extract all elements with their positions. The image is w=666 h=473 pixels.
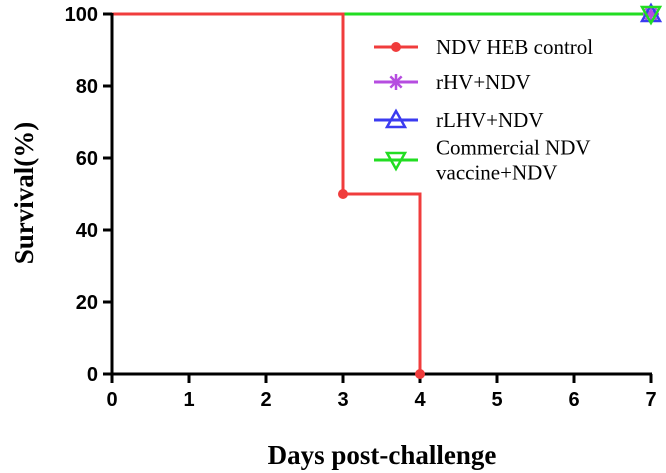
legend-label: vaccine+NDV	[436, 161, 557, 185]
y-tick-label: 0	[87, 364, 98, 386]
data-point-ndv-heb-control-day-3	[338, 189, 348, 199]
y-axis-title: Survival(%)	[9, 122, 39, 265]
x-tick-label: 6	[568, 389, 579, 411]
axes-layer	[110, 13, 652, 376]
y-tick-label: 40	[76, 220, 98, 242]
y-tick-label: 60	[76, 148, 98, 170]
x-tick-label: 5	[491, 389, 502, 411]
legend-label: Commercial NDV	[436, 136, 591, 160]
y-tick-label: 20	[76, 292, 98, 314]
x-tick-label: 7	[645, 389, 656, 411]
ticks-layer: 0 1 2 3 4 5 6 7 0 20 40 60 80 100	[65, 4, 657, 411]
y-tick-label: 80	[76, 76, 98, 98]
legend-label: rHV+NDV	[436, 70, 531, 94]
legend-marker	[391, 42, 401, 52]
x-tick-label: 0	[106, 389, 117, 411]
data-point-commercial-ndv-vaccine-ndv-day-7	[639, 5, 663, 26]
x-tick-label: 4	[414, 389, 426, 411]
data-point-ndv-heb-control-day-4	[415, 369, 425, 379]
legend-label: rLHV+NDV	[436, 108, 544, 132]
x-tick-label: 1	[183, 389, 194, 411]
legend-entry-rhv-ndv: rHV+NDV	[374, 70, 531, 94]
x-axis-title: Days post-challenge	[268, 440, 497, 470]
y-tick-label: 100	[65, 4, 98, 26]
series-line-ndv-heb-control	[112, 12, 422, 374]
legend: NDV HEB control rHV+NDV rLHV+NDV Commercial…	[374, 35, 593, 185]
x-tick-label: 3	[337, 389, 348, 411]
legend-label: NDV HEB control	[436, 35, 593, 59]
legend-marker	[388, 74, 404, 90]
legend-entry-rlhv-ndv: rLHV+NDV	[374, 108, 544, 132]
legend-marker	[384, 108, 408, 129]
x-tick-label: 2	[260, 389, 271, 411]
markers-layer	[338, 2, 663, 379]
legend-marker	[384, 151, 408, 172]
series-layer	[112, 12, 651, 374]
legend-entry-ndv-heb-control: NDV HEB control	[374, 35, 593, 59]
